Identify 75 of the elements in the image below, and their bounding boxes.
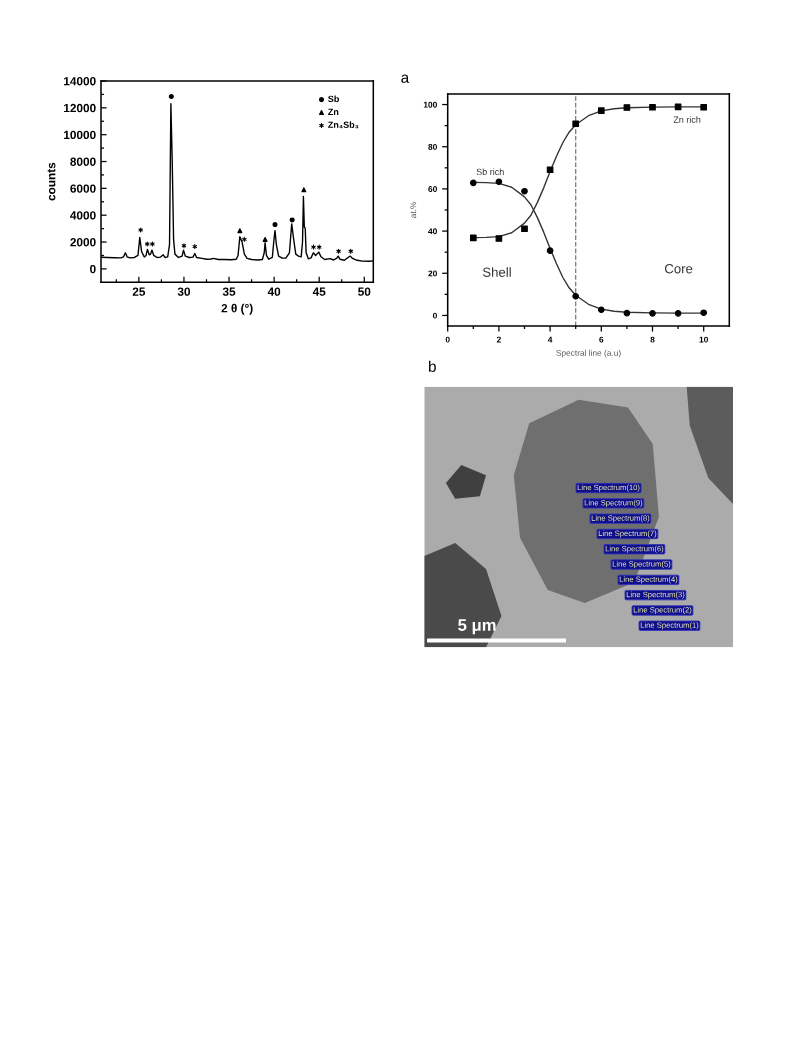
point [521, 187, 528, 195]
point [311, 244, 316, 250]
point [700, 309, 708, 317]
point [469, 234, 477, 242]
point [546, 247, 554, 255]
y-tick-label: 10000 [64, 130, 96, 140]
point [700, 103, 708, 111]
x-tick-label: 45 [312, 287, 326, 296]
point [597, 306, 605, 314]
point [521, 225, 528, 233]
text: 5 μm [458, 619, 496, 635]
x-tick-label: 50 [358, 287, 371, 296]
y-tick-label: 8000 [70, 157, 96, 166]
y-tick-label: 100 [423, 101, 437, 108]
point [289, 217, 295, 223]
x-tick-label: 4 [547, 336, 553, 343]
point [237, 228, 243, 234]
x-tick-label: 35 [222, 287, 236, 296]
text: b [428, 360, 436, 372]
chart-title: a [401, 74, 410, 83]
x-tick-label: 2 [496, 336, 501, 343]
legend-label: Zn₄Sb₃ [328, 121, 359, 129]
y-tick-label: 20 [428, 270, 437, 277]
x-tick-label: 8 [650, 336, 655, 343]
point [623, 104, 631, 111]
x-tick-label: 0 [445, 336, 450, 343]
point [495, 178, 503, 186]
x-axis-title: Spectral line (a.u) [556, 349, 621, 358]
point [469, 179, 477, 187]
point [316, 244, 322, 250]
point [495, 235, 503, 242]
point [168, 93, 174, 99]
annotation: Core [664, 264, 693, 274]
point [181, 243, 187, 249]
legend-label: Zn [328, 108, 339, 115]
point [546, 166, 554, 174]
y-tick-label: 40 [428, 228, 437, 235]
point [150, 241, 155, 247]
point [572, 292, 580, 300]
point [597, 107, 605, 114]
x-tick-label: 6 [599, 336, 604, 343]
y-tick-label: 0 [90, 264, 96, 274]
point [623, 309, 631, 317]
y-tick-label: 0 [432, 312, 437, 319]
y-tick-label: 14000 [64, 77, 96, 86]
point [336, 248, 341, 254]
y-tick-label: 12000 [64, 103, 96, 113]
y-axis-title: at.% [410, 201, 417, 218]
y-tick-label: 6000 [70, 184, 96, 193]
point [572, 120, 580, 128]
point [192, 244, 198, 250]
point [144, 241, 150, 247]
y-tick-label: 2000 [70, 238, 96, 247]
point [301, 187, 307, 193]
x-tick-label: 10 [699, 336, 708, 343]
point [649, 310, 656, 317]
point [138, 227, 143, 233]
annotation: Zn rich [673, 116, 701, 123]
x-tick-label: 25 [132, 287, 146, 296]
point [674, 310, 682, 317]
point [272, 222, 278, 228]
legend-label: Sb [328, 95, 339, 103]
point [242, 236, 247, 242]
y-tick-label: 60 [428, 186, 437, 193]
x-axis-title: 2 θ (°) [221, 303, 253, 315]
x-tick-label: 40 [267, 287, 281, 296]
annotation: Shell [482, 267, 511, 277]
y-tick-label: 4000 [70, 211, 96, 220]
annotation: Sb rich [476, 168, 504, 176]
y-tick-label: 80 [428, 143, 437, 150]
x-tick-label: 30 [177, 287, 191, 296]
point [262, 236, 268, 242]
point [348, 248, 354, 254]
y-axis-title: counts [47, 162, 56, 201]
point [649, 103, 656, 111]
